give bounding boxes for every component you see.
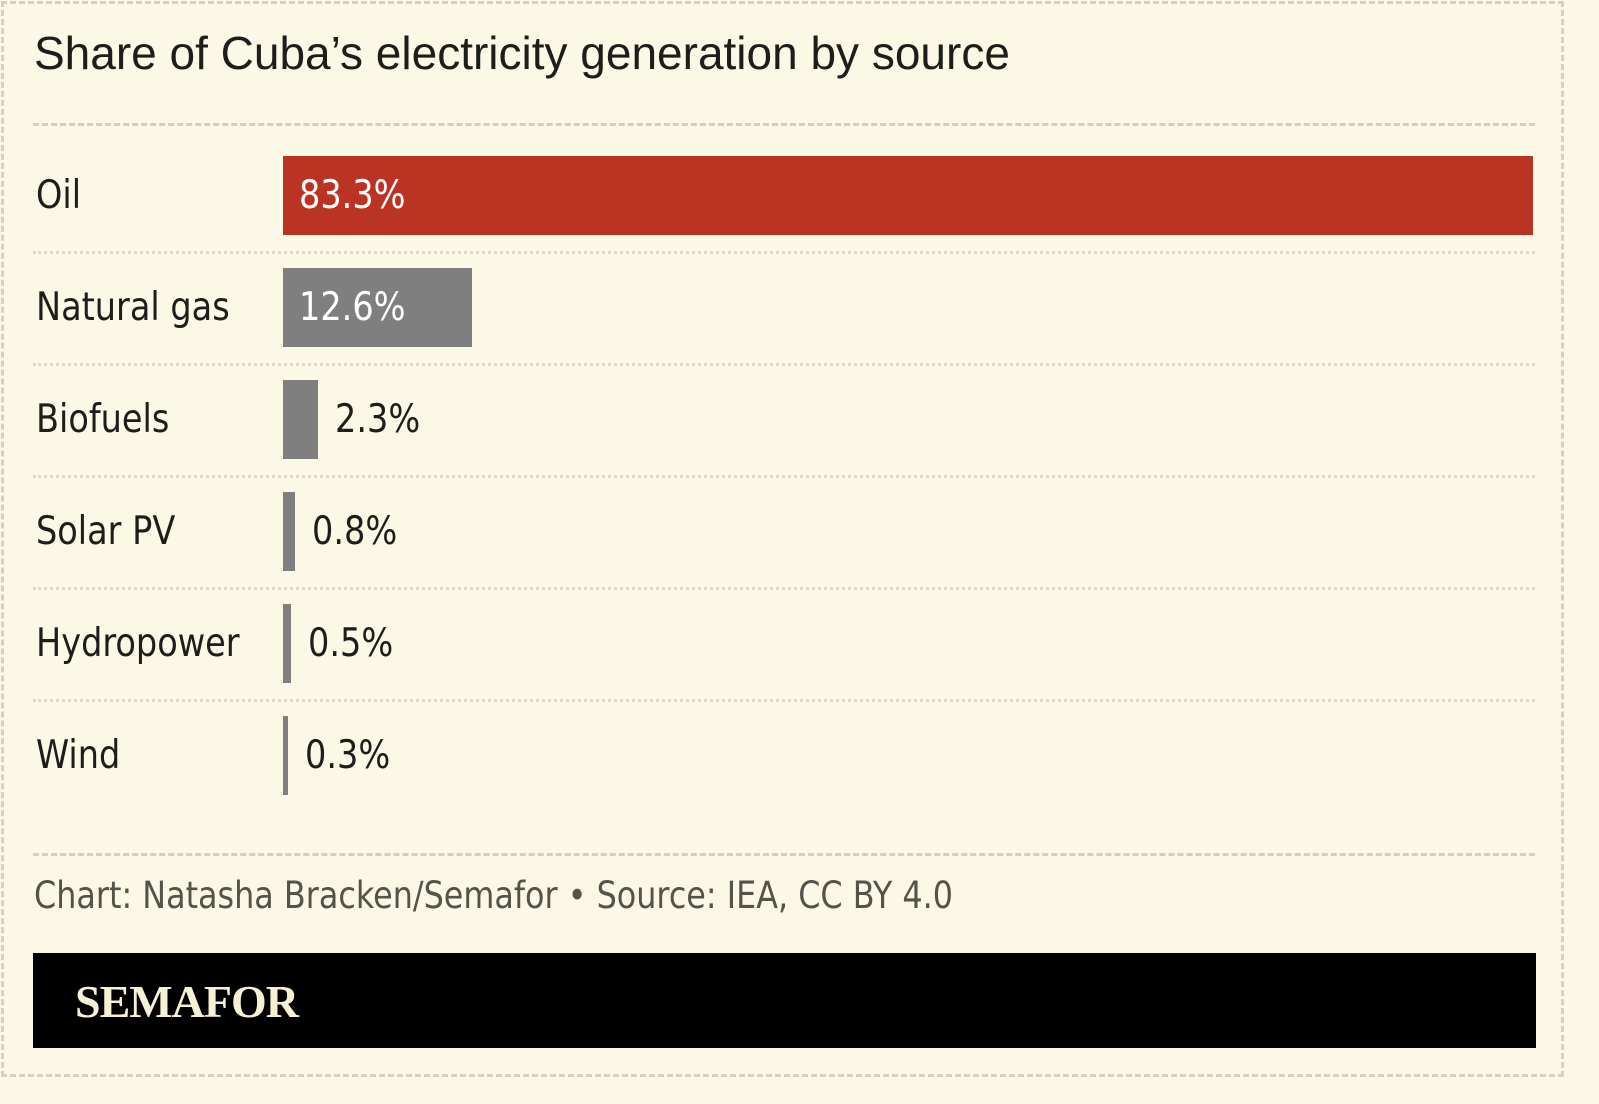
chart-frame [1, 1, 1564, 1077]
semafor-logo: SEMAFOR [75, 976, 299, 1027]
category-label: Biofuels [36, 397, 170, 442]
row-separator [33, 475, 1535, 478]
value-label: 0.8% [312, 509, 398, 554]
value-label: 0.3% [304, 733, 390, 778]
row-separator [33, 699, 1535, 702]
category-label: Hydropower [36, 621, 240, 666]
bar-natural-gas [283, 268, 473, 347]
row-separator [33, 251, 1535, 254]
row-separator [33, 587, 1535, 590]
footer-divider [33, 853, 1535, 856]
value-label: 2.3% [334, 397, 420, 442]
source-credit: Chart: Natasha Bracken/Semafor • Source:… [34, 874, 954, 917]
brand-banner: SEMAFOR [33, 953, 1536, 1048]
category-label: Wind [36, 733, 121, 778]
header-divider [33, 123, 1535, 126]
category-label: Oil [36, 173, 82, 218]
value-label: 0.5% [307, 621, 393, 666]
bar-hydropower [283, 604, 291, 683]
bar-solar-pv [283, 492, 295, 571]
bar-wind [283, 716, 288, 795]
chart-title: Share of Cuba’s electricity generation b… [34, 27, 1010, 79]
row-separator [33, 363, 1535, 366]
category-label: Natural gas [36, 285, 230, 330]
value-label: 12.6% [299, 285, 406, 330]
bar-biofuels [283, 380, 318, 459]
bar-oil [283, 156, 1533, 235]
value-label: 83.3% [299, 173, 406, 218]
category-label: Solar PV [36, 509, 176, 554]
